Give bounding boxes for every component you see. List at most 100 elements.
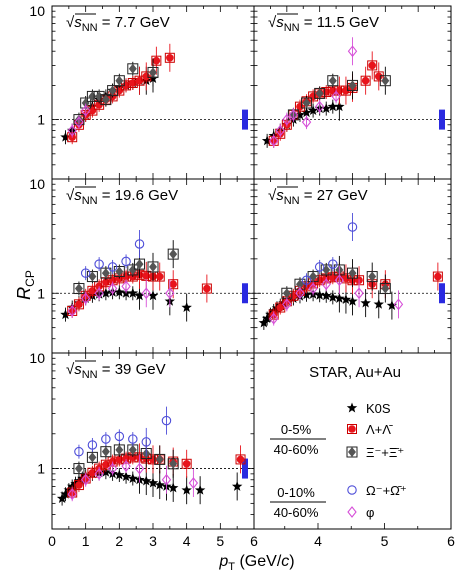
kaon-point [127, 473, 139, 483]
x-tick-label: 1 [82, 533, 90, 549]
y-tick-label-1: 1 [37, 112, 45, 128]
lambda-point-syst [373, 71, 384, 82]
lambda-point [142, 72, 151, 81]
x-tick-label: 6 [447, 533, 455, 549]
lambda-point [182, 459, 191, 468]
phi-point [134, 462, 145, 475]
y-tick-label-1: 1 [37, 285, 45, 301]
xi-point [88, 452, 97, 463]
xi-point [155, 454, 164, 465]
phi-point [94, 467, 104, 480]
y-axis-title: RCP [14, 270, 37, 300]
kaon-point [134, 290, 145, 301]
lambda-point-syst [235, 454, 246, 465]
phi-point [161, 473, 172, 486]
kaon-point [258, 317, 270, 328]
lambda-point [374, 72, 383, 81]
phi-point [94, 287, 104, 300]
phi-point [354, 287, 364, 300]
legend-marker-kaon [346, 402, 358, 413]
kaon-point [181, 484, 192, 495]
y-tick-label-10: 10 [29, 176, 45, 192]
phi-point [67, 488, 77, 501]
lambda-point [152, 56, 161, 65]
phi-point [321, 278, 331, 291]
lambda-point [361, 76, 370, 85]
omega-point [141, 437, 152, 447]
lambda-point [309, 92, 317, 101]
xi-point [381, 75, 390, 86]
centrality-top-num: 0-5% [281, 422, 312, 437]
legend-label-omega: Ω⁻+Ω̄⁺ [366, 483, 407, 498]
lambda-point-syst [100, 459, 111, 470]
omega-point [87, 440, 98, 450]
lambda-point [169, 280, 177, 289]
phi-point [282, 298, 292, 311]
x-tick-label: 4 [183, 533, 191, 549]
legend-marker-xi [348, 447, 356, 457]
kaon-point [56, 493, 68, 504]
phi-point [141, 287, 151, 300]
lambda-point-syst [201, 283, 212, 294]
lambda-point-syst [432, 271, 443, 282]
kaon-point [307, 105, 319, 116]
phi-point [121, 460, 131, 473]
lambda-point-syst [154, 271, 165, 282]
kaon-point [167, 482, 179, 493]
legend-label-kaon: K0S [366, 401, 391, 416]
xi-point [128, 264, 137, 275]
lambda-point [434, 272, 442, 281]
y-tick-label-10: 10 [29, 350, 45, 366]
norm-uncertainty-box [242, 283, 248, 304]
kaon-point [301, 107, 312, 118]
lambda-point [335, 86, 344, 95]
phi-point [288, 109, 299, 121]
phi-point [308, 282, 318, 295]
x-tick-label: 5 [381, 533, 389, 549]
xi-point [302, 98, 311, 109]
kaon-point [100, 287, 112, 298]
xi-point [115, 444, 124, 455]
omega-point [101, 434, 111, 444]
phi-point [107, 462, 118, 475]
x-tick-label: 0 [48, 533, 56, 549]
legend-panel: STAR, Au+Au 0-5% 40-60% 0-10% 40-60% 4 5 6… [253, 352, 455, 549]
phi-point [331, 90, 341, 103]
xi-point [348, 80, 357, 91]
xi-point [149, 67, 157, 78]
omega-point [301, 275, 312, 285]
phi-point [80, 473, 91, 486]
kaon-point [334, 101, 345, 112]
kaon-point [127, 287, 139, 298]
lambda-point-syst [73, 480, 84, 491]
kaon-point [63, 484, 75, 495]
xi-point [328, 75, 337, 86]
panels-layer: 110√sNN = 7.7 GeV √sNN = 11.5 GeV110√sNN … [29, 3, 452, 549]
xi-point [169, 249, 178, 260]
y-tick-label-1: 1 [37, 461, 45, 477]
xi-point [169, 458, 178, 469]
kaon-point [70, 478, 81, 489]
energy-label: √sNN = 7.7 GeV [66, 14, 170, 34]
phi-point [282, 113, 292, 126]
kaon-point [60, 488, 71, 499]
xi-point [315, 88, 324, 99]
lambda-point [296, 102, 304, 111]
legend-marker-lambda [348, 425, 356, 433]
omega-point [161, 415, 172, 426]
kaon-point [327, 291, 339, 302]
phi-point [268, 312, 279, 325]
kaon-point [334, 292, 345, 303]
kaon-point [154, 479, 165, 490]
centrality-bottom-den: 40-60% [274, 505, 319, 520]
phi-point [74, 116, 84, 129]
xi-point [348, 268, 357, 279]
kaon-point [360, 297, 371, 308]
phi-point [80, 104, 91, 117]
phi-point [334, 274, 345, 287]
kaon-point [114, 286, 125, 297]
omega-point [107, 262, 118, 272]
x-tick-label: 3 [149, 533, 157, 549]
phi-point [80, 292, 91, 305]
